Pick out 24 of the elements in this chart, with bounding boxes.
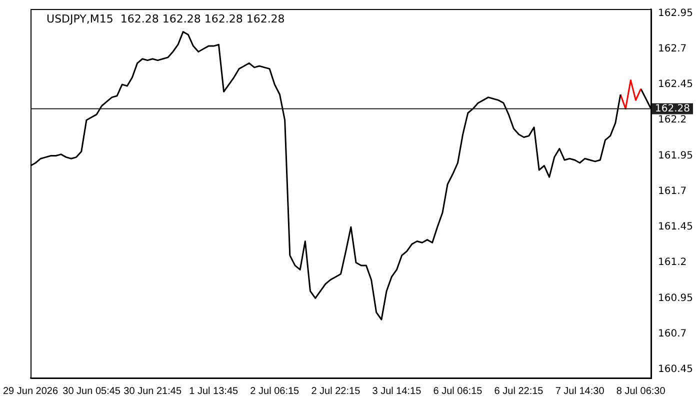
y-tick-label: 160.7 [658,328,687,340]
y-tick-label: 162.95 [658,8,694,19]
y-tick-label: 161.45 [658,222,694,233]
y-tick-label: 160.45 [658,364,694,376]
x-tick-label: 6 Jul 22:15 [494,386,544,397]
x-tick-label: 6 Jul 06:15 [433,386,483,397]
y-tick-label: 161.7 [658,186,687,197]
x-tick-label: 3 Jul 14:15 [372,386,422,397]
x-tick-label: 7 Jul 14:30 [555,386,605,397]
x-tick-label: 30 Jun 21:45 [124,386,182,397]
y-tick-label: 162.45 [658,79,694,90]
x-tick-label: 30 Jun 05:45 [62,386,121,397]
x-tick-label: 8 Jul 06:30 [616,386,666,397]
x-tick-label: 1 Jul 13:45 [189,386,239,397]
y-tick-label: 161.95 [658,150,694,162]
x-tick-label: 29 Jun 2026 [2,386,58,397]
ref-line-label: 162.28 [655,103,690,114]
y-tick-label: 162.2 [658,114,687,126]
y-tick-label: 162.7 [658,43,687,54]
x-tick-label: 2 Jul 22:15 [311,386,361,397]
y-tick-label: 160.95 [658,292,694,304]
x-tick-label: 2 Jul 06:15 [250,386,300,397]
chart-title: USDJPY,M15 162.28 162.28 162.28 162.28 [46,12,285,26]
y-tick-label: 161.2 [658,257,687,268]
